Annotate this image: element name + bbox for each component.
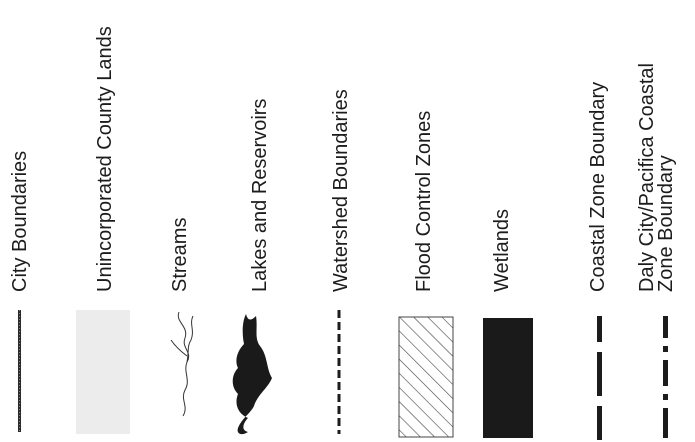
stream-line-symbol: [165, 310, 205, 420]
city-boundary-line-symbol: [14, 310, 26, 432]
dash-dot-line-symbol: [660, 316, 672, 440]
legend-label-flood-control-zones: Flood Control Zones: [413, 110, 435, 292]
legend-label-lakes-and-reservoirs: Lakes and Reservoirs: [249, 98, 271, 292]
long-dash-line-symbol: [594, 316, 606, 440]
legend-label-coastal-zone-boundary: Coastal Zone Boundary: [587, 81, 609, 292]
hatched-box-symbol: [398, 316, 454, 438]
legend-label-wetlands: Wetlands: [491, 208, 513, 292]
legend-label-daly-city-pacifica: Daly City/Pacifica Coastal Zone Boundary: [636, 63, 677, 292]
legend-label-watershed-boundaries: Watershed Boundaries: [330, 89, 352, 292]
legend-label-unincorporated-county-lands: Unincorporated County Lands: [94, 26, 116, 292]
dashed-line-symbol: [333, 310, 345, 434]
stippled-area-symbol: [76, 310, 130, 434]
legend-label-streams: Streams: [169, 217, 191, 292]
lake-fill-symbol: [228, 310, 278, 440]
legend-label-line-2: Zone Boundary: [655, 155, 677, 292]
legend-label-city-boundaries: City Boundaries: [9, 150, 31, 292]
solid-box-symbol: [483, 318, 533, 438]
